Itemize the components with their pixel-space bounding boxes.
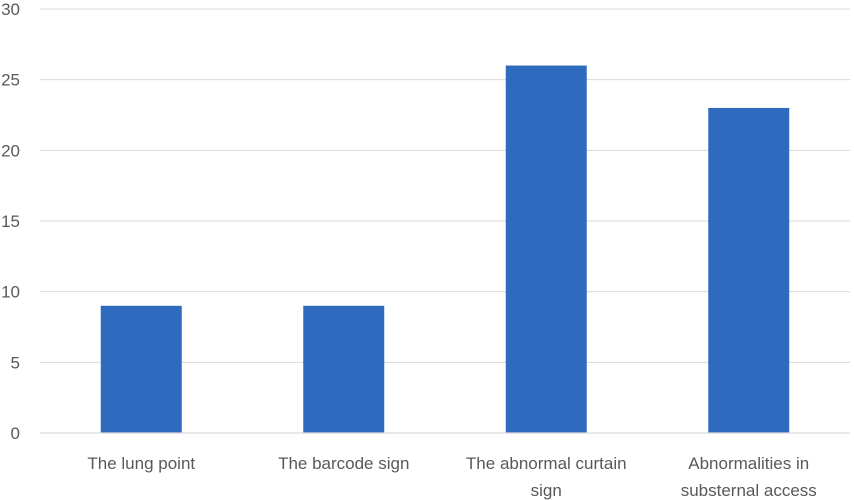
bar-1 (303, 305, 385, 433)
x-category-label-line: substernal access (681, 481, 817, 500)
y-tick-label: 30 (1, 0, 20, 19)
y-tick-label: 15 (1, 212, 20, 231)
y-tick-label: 5 (11, 353, 20, 372)
bar-3 (708, 107, 790, 433)
x-category-label-line: sign (531, 481, 562, 500)
bar-2 (505, 65, 587, 434)
x-category-label: The abnormal curtain sign (466, 454, 627, 500)
y-tick-label: 0 (11, 424, 20, 443)
y-tick-label: 25 (1, 71, 20, 90)
bars (100, 65, 790, 434)
x-category-label-line: The lung point (87, 454, 195, 473)
x-category-label: Abnormalities in substernal access (681, 454, 817, 500)
x-category-label-line: The abnormal curtain (466, 454, 627, 473)
y-axis-tick-labels: 0 5 10 15 20 25 30 (1, 0, 20, 443)
bar-0 (100, 305, 182, 433)
x-category-label-line: The barcode sign (278, 454, 409, 473)
y-tick-label: 10 (1, 283, 20, 302)
x-axis-category-labels: The lung point The barcode sign The abnorm… (87, 454, 816, 500)
x-category-label: The lung point (87, 454, 195, 473)
x-category-label-line: Abnormalities in (688, 454, 809, 473)
x-category-label: The barcode sign (278, 454, 409, 473)
y-tick-label: 20 (1, 141, 20, 160)
